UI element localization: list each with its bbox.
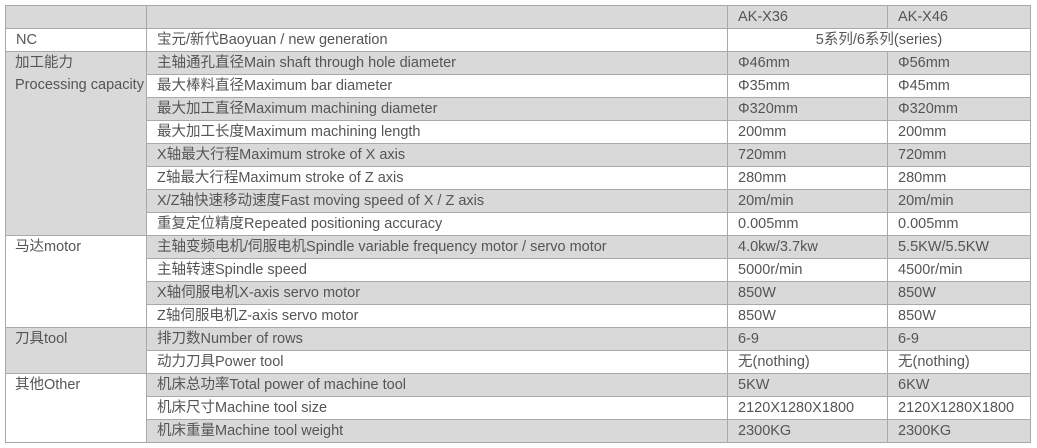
item-cell: 主轴转速Spindle speed <box>146 258 728 282</box>
value-cell-ak-x36: 2300KG <box>727 419 888 443</box>
item-cell: 机床总功率Total power of machine tool <box>146 373 728 397</box>
item-cell: 动力刀具Power tool <box>146 350 728 374</box>
category-label-en: Processing capacity <box>15 77 144 93</box>
item-cell: X轴伺服电机X-axis servo motor <box>146 281 728 305</box>
table-row: 刀具tool 排刀数Number of rows 6-9 6-9 <box>5 327 1031 374</box>
value-cell-ak-x36: 6-9 <box>727 327 888 351</box>
item-cell: X轴最大行程Maximum stroke of X axis <box>146 143 728 167</box>
value-cell-ak-x46: 6-9 <box>887 327 1031 351</box>
item-cell: 宝元/新代Baoyuan / new generation <box>146 28 728 52</box>
category-label: 马达motor <box>15 239 82 255</box>
table-row: NC 宝元/新代Baoyuan / new generation 5系列/6系列… <box>5 28 1031 52</box>
value-cell-ak-x46: 2300KG <box>887 419 1031 443</box>
value-cell-ak-x36: 0.005mm <box>727 212 888 236</box>
header-blank <box>5 5 147 29</box>
header-blank <box>146 5 728 29</box>
table-row: 加工能力 Processing capacity 主轴通孔直径Main shaft … <box>5 51 1031 236</box>
category-label: 其他Other <box>15 377 81 393</box>
item-cell: 最大加工直径Maximum machining diameter <box>146 97 728 121</box>
table-row: X轴最大行程Maximum stroke of X axis 720mm 720mm <box>5 143 1031 167</box>
table-row: Z轴最大行程Maximum stroke of Z axis 280mm 280mm <box>5 166 1031 190</box>
value-cell-ak-x46: 2120X1280X1800 <box>887 396 1031 420</box>
table-row: 最大棒料直径Maximum bar diameter Φ35mm Φ45mm <box>5 74 1031 98</box>
category-cell: 加工能力 Processing capacity <box>5 51 147 236</box>
value-cell-ak-x46: Φ56mm <box>887 51 1031 75</box>
table-row: 主轴转速Spindle speed 5000r/min 4500r/min <box>5 258 1031 282</box>
item-cell: 最大棒料直径Maximum bar diameter <box>146 74 728 98</box>
value-cell-ak-x36: 720mm <box>727 143 888 167</box>
value-cell-ak-x36: 5000r/min <box>727 258 888 282</box>
category-cell: 马达motor <box>5 235 147 328</box>
value-cell-ak-x36: 280mm <box>727 166 888 190</box>
item-cell: X/Z轴快速移动速度Fast moving speed of X / Z axi… <box>146 189 728 213</box>
value-cell-ak-x36: 无(nothing) <box>727 350 888 374</box>
item-cell: 机床尺寸Machine tool size <box>146 396 728 420</box>
model-header: AK-X46 <box>887 5 1031 29</box>
category-label: 加工能力 <box>15 55 73 71</box>
value-cell-ak-x46: 280mm <box>887 166 1031 190</box>
category-cell: 其他Other <box>5 373 147 443</box>
table-row: 机床尺寸Machine tool size 2120X1280X1800 2120X… <box>5 396 1031 420</box>
value-cell: 5系列/6系列(series) <box>727 28 1031 52</box>
table-row: 动力刀具Power tool 无(nothing) 无(nothing) <box>5 350 1031 374</box>
header-row: AK-X36 AK-X46 <box>5 5 1031 29</box>
item-cell: 机床重量Machine tool weight <box>146 419 728 443</box>
table-row: 最大加工直径Maximum machining diameter Φ320mm Φ3… <box>5 97 1031 121</box>
item-cell: 主轴变频电机/伺服电机Spindle variable frequency mo… <box>146 235 728 259</box>
item-cell: 排刀数Number of rows <box>146 327 728 351</box>
model-header: AK-X36 <box>727 5 888 29</box>
item-cell: 主轴通孔直径Main shaft through hole diameter <box>146 51 728 75</box>
category-cell: 刀具tool <box>5 327 147 374</box>
value-cell-ak-x36: Φ320mm <box>727 97 888 121</box>
value-cell-ak-x46: 无(nothing) <box>887 350 1031 374</box>
table-row: 最大加工长度Maximum machining length 200mm 200mm <box>5 120 1031 144</box>
value-cell-ak-x46: Φ320mm <box>887 97 1031 121</box>
value-cell-ak-x46: 0.005mm <box>887 212 1031 236</box>
spec-table: AK-X36 AK-X46 NC 宝元/新代Baoyuan / new gene… <box>5 5 1031 443</box>
value-cell-ak-x46: Φ45mm <box>887 74 1031 98</box>
item-cell: Z轴伺服电机Z-axis servo motor <box>146 304 728 328</box>
item-cell: Z轴最大行程Maximum stroke of Z axis <box>146 166 728 190</box>
value-cell-ak-x36: 200mm <box>727 120 888 144</box>
item-cell: 重复定位精度Repeated positioning accuracy <box>146 212 728 236</box>
value-cell-ak-x36: 5KW <box>727 373 888 397</box>
value-cell-ak-x46: 20m/min <box>887 189 1031 213</box>
table-row: 重复定位精度Repeated positioning accuracy 0.005… <box>5 212 1031 236</box>
item-cell: 最大加工长度Maximum machining length <box>146 120 728 144</box>
value-cell-ak-x46: 4500r/min <box>887 258 1031 282</box>
category-label: 刀具tool <box>15 331 68 347</box>
value-cell-ak-x36: 2120X1280X1800 <box>727 396 888 420</box>
value-cell-ak-x46: 5.5KW/5.5KW <box>887 235 1031 259</box>
value-cell-ak-x36: 4.0kw/3.7kw <box>727 235 888 259</box>
value-cell-ak-x46: 6KW <box>887 373 1031 397</box>
value-cell-ak-x46: 850W <box>887 281 1031 305</box>
value-cell-ak-x46: 850W <box>887 304 1031 328</box>
table-row: X/Z轴快速移动速度Fast moving speed of X / Z axi… <box>5 189 1031 213</box>
value-cell-ak-x36: Φ46mm <box>727 51 888 75</box>
table-row: 马达motor 主轴变频电机/伺服电机Spindle variable frequ… <box>5 235 1031 328</box>
value-cell-ak-x36: 850W <box>727 281 888 305</box>
value-cell-ak-x36: Φ35mm <box>727 74 888 98</box>
table-row: 其他Other 机床总功率Total power of machine tool 5… <box>5 373 1031 443</box>
table-row: 机床重量Machine tool weight 2300KG 2300KG <box>5 419 1031 443</box>
table-row: Z轴伺服电机Z-axis servo motor 850W 850W <box>5 304 1031 328</box>
table-row: X轴伺服电机X-axis servo motor 850W 850W <box>5 281 1031 305</box>
value-cell-ak-x46: 200mm <box>887 120 1031 144</box>
value-cell-ak-x46: 720mm <box>887 143 1031 167</box>
value-cell-ak-x36: 850W <box>727 304 888 328</box>
category-cell: NC <box>5 28 147 52</box>
value-cell-ak-x36: 20m/min <box>727 189 888 213</box>
